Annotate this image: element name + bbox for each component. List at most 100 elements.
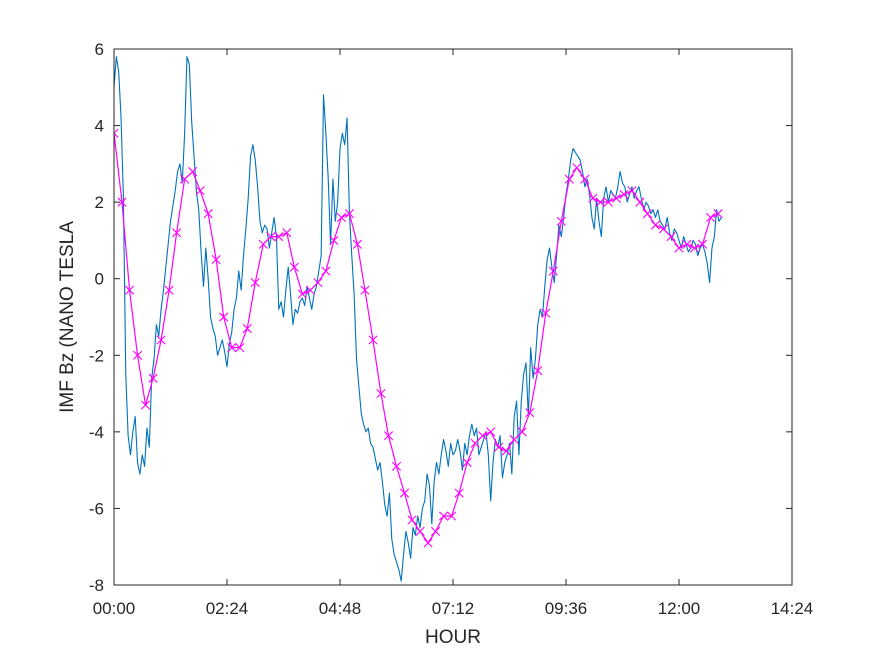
series-marker xyxy=(313,277,323,288)
series-marker xyxy=(438,511,449,521)
x-tick-label: 14:24 xyxy=(771,599,814,618)
series-marker xyxy=(689,243,700,253)
series-marker xyxy=(124,285,135,295)
series-marker xyxy=(336,212,347,223)
series-marker xyxy=(164,285,174,295)
series-marker xyxy=(588,193,598,203)
series-marker xyxy=(180,174,190,184)
y-tick-label: -8 xyxy=(89,576,104,595)
y-tick-label: -6 xyxy=(89,499,104,518)
series-marker xyxy=(289,262,299,272)
series-marker xyxy=(172,228,182,238)
plot-area xyxy=(114,49,792,585)
series-marker xyxy=(572,163,582,173)
series-marker xyxy=(446,511,457,521)
series-marker xyxy=(564,174,574,184)
series-marker xyxy=(541,308,551,318)
series-marker xyxy=(650,220,661,230)
x-axis-label: HOUR xyxy=(425,627,481,648)
y-tick-label: 2 xyxy=(95,193,104,212)
series-marker xyxy=(509,434,519,445)
y-tick-label: 6 xyxy=(95,40,104,59)
series-marker xyxy=(132,350,143,360)
series-marker xyxy=(352,239,363,249)
x-tick-label: 02:24 xyxy=(206,599,249,618)
series-marker xyxy=(454,488,464,498)
ticks-layer: 00:00 02:24 04:48 07:12 09:36 12:00 14:24 6 4 2 0 -… xyxy=(89,40,813,618)
series-marker xyxy=(114,128,119,138)
series-marker xyxy=(250,277,260,288)
series-marker xyxy=(556,216,566,226)
series-marker xyxy=(360,285,370,295)
series-marker xyxy=(619,189,629,200)
series-marker xyxy=(282,228,292,238)
series-marker xyxy=(156,335,166,345)
series-marker xyxy=(188,166,198,177)
series-marker xyxy=(211,254,221,265)
series-marker xyxy=(423,538,433,548)
y-tick-label: 0 xyxy=(95,270,104,289)
x-tick-label: 00:00 xyxy=(93,599,136,618)
series-marker xyxy=(195,186,205,196)
series-marker xyxy=(627,186,637,196)
series-marker xyxy=(305,285,315,295)
series-marker xyxy=(148,373,158,383)
series-marker xyxy=(603,197,613,207)
x-tick-label: 12:00 xyxy=(658,599,701,618)
series-marker xyxy=(705,212,716,223)
series-marker xyxy=(415,526,425,536)
series-marker xyxy=(713,209,723,219)
series-marker xyxy=(674,243,684,253)
series-markers-1 xyxy=(114,128,723,548)
series-marker xyxy=(140,400,151,410)
series-marker xyxy=(642,209,653,219)
series-marker xyxy=(399,488,410,498)
series-marker xyxy=(494,442,504,452)
series-marker xyxy=(258,239,268,249)
x-tick-label: 07:12 xyxy=(432,599,475,618)
series-marker xyxy=(533,366,543,376)
series-marker xyxy=(242,323,252,334)
series-marker xyxy=(321,266,331,276)
series-marker xyxy=(117,197,127,207)
x-tick-label: 09:36 xyxy=(545,599,588,618)
series-marker xyxy=(329,235,339,246)
series-marker xyxy=(682,239,692,249)
x-tick-label: 04:48 xyxy=(319,599,362,618)
y-tick-label: -2 xyxy=(89,346,104,365)
series-marker xyxy=(430,526,441,536)
series-marker xyxy=(227,343,237,353)
series-marker xyxy=(266,232,276,242)
series-marker xyxy=(203,209,213,219)
series-marker xyxy=(219,312,229,322)
series-marker xyxy=(611,193,621,203)
series-marker xyxy=(462,457,472,468)
series-marker xyxy=(501,446,511,456)
series-marker xyxy=(235,343,245,353)
series-marker xyxy=(344,209,355,219)
series-layer xyxy=(114,56,723,582)
series-marker xyxy=(383,431,394,441)
series-marker xyxy=(666,232,676,242)
series-marker xyxy=(595,197,605,207)
series-marker xyxy=(635,197,645,207)
y-tick-label: -4 xyxy=(89,423,104,442)
series-marker xyxy=(470,438,480,448)
series-marker xyxy=(391,461,402,471)
series-marker xyxy=(478,431,488,441)
series-marker xyxy=(580,174,590,184)
series-marker xyxy=(376,388,386,399)
series-marker xyxy=(407,515,417,525)
y-axis-label: IMF Bz (NANO TESLA xyxy=(57,221,78,413)
series-marker xyxy=(297,289,307,299)
series-marker xyxy=(274,232,284,242)
series-marker xyxy=(486,427,496,437)
series-marker xyxy=(658,224,669,234)
y-tick-label: 4 xyxy=(95,117,104,136)
series-marker xyxy=(517,427,527,437)
series-marker xyxy=(697,239,708,249)
series-marker xyxy=(548,266,558,276)
series-marker xyxy=(368,335,378,345)
series-marker xyxy=(525,408,535,418)
